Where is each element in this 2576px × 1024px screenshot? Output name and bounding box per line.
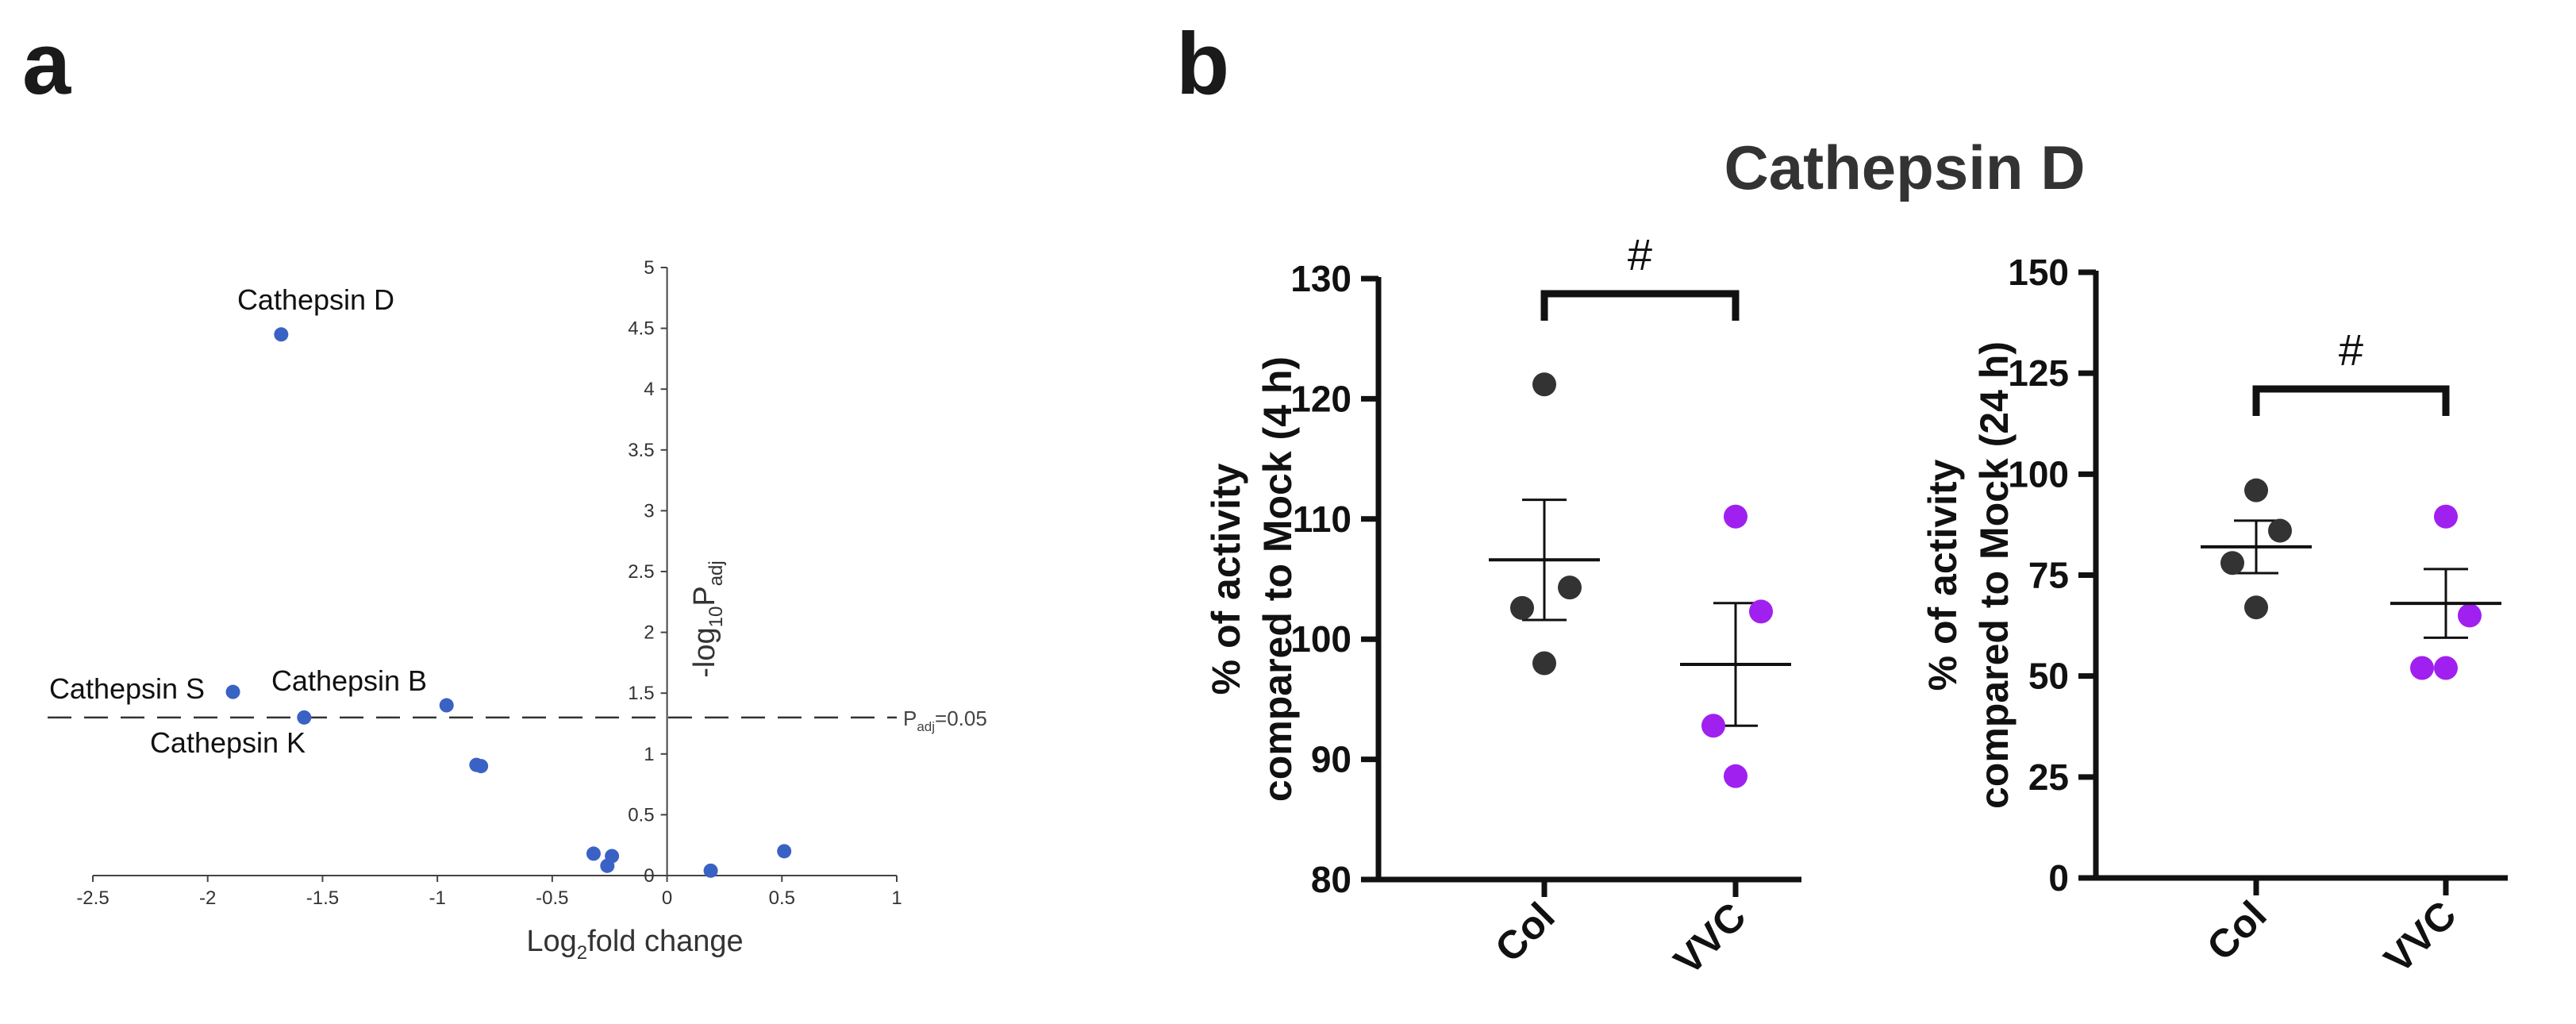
y-tick-label: 80 (1311, 859, 1351, 900)
significance-bracket (2252, 385, 2450, 416)
x-label-sub: 2 (577, 942, 587, 964)
y-tick-label: 125 (2008, 352, 2069, 394)
x-label-rest: fold change (587, 925, 744, 958)
category-label: VVC (2375, 892, 2464, 981)
data-point (1532, 651, 1556, 676)
y-tick-label: 50 (2028, 656, 2069, 697)
y-label-sub2: adj (706, 560, 727, 586)
data-point (1510, 595, 1534, 620)
volcano-x-ticks: -2.5 -2 -1.5 -1 -0.5 0 0.5 1 (76, 876, 902, 909)
panel-letter-b: b (1176, 15, 1229, 113)
data-point (297, 710, 312, 725)
threshold-label-rest: =0.05 (935, 706, 987, 730)
data-point (1532, 372, 1556, 397)
data-point (439, 698, 454, 713)
data-point (2244, 478, 2268, 502)
y-tick-label: 0 (644, 865, 654, 887)
data-point (703, 863, 718, 878)
data-point (274, 327, 289, 342)
data-point (777, 844, 792, 859)
y-tick-label: 100 (1290, 618, 1351, 660)
y-label-mid: P (688, 586, 721, 606)
x-label-base: Log (526, 925, 576, 958)
volcano-y-ticks: 0 0.5 1 1.5 2 2.5 3 3.5 4 4.5 5 (628, 257, 667, 887)
point-annotation: Cathepsin B (271, 664, 427, 697)
x-tick-label: 0.5 (769, 887, 795, 909)
data-point (1724, 764, 1747, 788)
y-axis-label-line2: compared to Mock (24 h) (1972, 341, 2017, 809)
y-tick-label: 25 (2028, 756, 2069, 798)
x-tick-label: -1 (429, 887, 445, 909)
y-axis-label-line2: compared to Mock (4 h) (1255, 356, 1300, 802)
dot-plot-24h: 0 25 50 75 100 125 150 % of activity compared to… (1920, 252, 2508, 981)
y-axis-label-line1: % of activity (1920, 459, 1965, 691)
y-tick-label: 2.5 (628, 561, 654, 583)
y-label-sub: 10 (706, 606, 727, 628)
y-tick-label: 90 (1311, 739, 1351, 780)
volcano-x-axis-label: Log2fold change (526, 925, 743, 964)
y-label-base: -log (688, 627, 721, 677)
x-tick-label: -2 (199, 887, 216, 909)
volcano-plot: -2.5 -2 -1.5 -1 -0.5 0 0.5 1 0 0.5 1 1.5 2 2.5 3 3.5 4 4… (48, 257, 987, 964)
y-tick-label: 1 (644, 744, 654, 765)
y-tick-label: 3.5 (628, 440, 654, 461)
x-tick-label: 1 (891, 887, 902, 909)
y-tick-label: 3 (644, 500, 654, 522)
data-point (225, 684, 240, 699)
category-label: Col (1486, 894, 1563, 971)
panel-b-title: Cathepsin D (1724, 133, 2085, 202)
y-tick-label: 4.5 (628, 318, 654, 340)
panel-letter-a: a (22, 15, 71, 113)
category-label: Col (2198, 892, 2275, 969)
y-tick-label: 2 (644, 622, 654, 644)
threshold-label: Padj=0.05 (903, 706, 987, 734)
y-tick-label: 130 (1290, 258, 1351, 299)
data-point (2434, 504, 2458, 529)
data-point (2244, 595, 2268, 620)
data-point (2220, 551, 2244, 576)
y-tick-label: 150 (2008, 252, 2069, 293)
x-tick-label: -0.5 (536, 887, 568, 909)
y-tick-label: 0.5 (628, 804, 654, 826)
data-point (1724, 504, 1747, 529)
threshold-label-base: P (903, 706, 917, 730)
x-tick-label: -1.5 (306, 887, 339, 909)
dot-plot-4h: 80 90 100 110 120 130 % of activity compared to… (1204, 229, 1801, 983)
category-label: VVC (1665, 894, 1754, 983)
significance-marker: # (1628, 229, 1652, 279)
data-point (1701, 714, 1725, 738)
y-tick-label: 110 (1293, 499, 1351, 540)
y-tick-label: 75 (2028, 555, 2069, 596)
significance-bracket (1540, 290, 1740, 321)
volcano-y-axis-label: -log10Padj (688, 560, 727, 677)
x-tick-label: -2.5 (76, 887, 109, 909)
y-tick-label: 0 (2048, 857, 2069, 899)
point-annotation: Cathepsin D (237, 283, 394, 316)
data-point (474, 759, 489, 774)
y-tick-label: 4 (644, 379, 654, 400)
volcano-annotations: Cathepsin D Cathepsin S Cathepsin B Catheps… (49, 283, 427, 759)
point-annotation: Cathepsin K (150, 726, 306, 759)
threshold-label-sub: adj (917, 719, 935, 734)
y-tick-label: 120 (1290, 378, 1351, 419)
y-tick-label: 5 (644, 257, 654, 279)
y-tick-label: 1.5 (628, 683, 654, 704)
data-point (600, 858, 615, 873)
significance-marker: # (2339, 325, 2363, 375)
data-point (2434, 656, 2458, 680)
data-point (1749, 599, 1773, 624)
data-point (2268, 518, 2292, 543)
volcano-points (225, 327, 792, 878)
data-point (2410, 656, 2434, 680)
x-tick-label: 0 (662, 887, 672, 909)
data-point (2458, 603, 2482, 628)
y-tick-label: 100 (2008, 453, 2069, 495)
y-axis-label-line1: % of activity (1204, 463, 1248, 695)
data-point (1558, 576, 1582, 600)
data-point (586, 846, 601, 861)
point-annotation: Cathepsin S (49, 672, 205, 705)
